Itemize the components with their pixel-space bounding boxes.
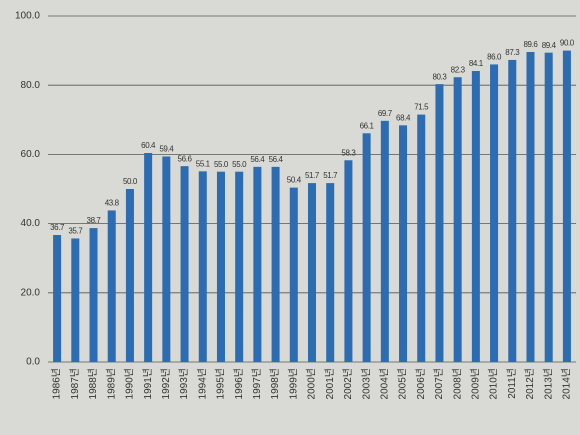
value-label: 58.3 bbox=[341, 148, 356, 157]
value-label: 80.3 bbox=[432, 72, 447, 81]
bar bbox=[544, 52, 553, 363]
bar bbox=[490, 64, 499, 362]
bar bbox=[326, 183, 335, 362]
bar bbox=[362, 133, 371, 362]
bar bbox=[526, 51, 535, 362]
bar bbox=[471, 71, 480, 362]
value-label: 50.4 bbox=[287, 176, 302, 185]
value-label: 55.0 bbox=[214, 160, 229, 169]
bar bbox=[380, 120, 389, 362]
x-tick-label: 2010년 bbox=[488, 368, 500, 399]
x-tick-label: 1998년 bbox=[269, 368, 281, 399]
x-tick-label: 2012년 bbox=[524, 368, 536, 399]
value-label: 43.8 bbox=[105, 199, 120, 208]
value-label: 66.1 bbox=[360, 121, 375, 130]
value-label: 71.5 bbox=[414, 103, 429, 112]
x-tick-label: 2002년 bbox=[342, 368, 354, 399]
y-tick-label: 40.0 bbox=[21, 218, 41, 229]
x-tick-label: 2013년 bbox=[542, 368, 554, 399]
x-tick-label: 1986년 bbox=[51, 368, 63, 399]
bar bbox=[508, 59, 517, 362]
x-tick-label: 1993년 bbox=[178, 368, 190, 399]
value-label: 36.7 bbox=[50, 223, 65, 232]
bar bbox=[307, 183, 317, 362]
bar bbox=[144, 153, 153, 362]
bar bbox=[453, 77, 462, 362]
bar bbox=[253, 166, 262, 362]
x-tick-label: 1996년 bbox=[233, 368, 245, 399]
x-tick-label: 2014년 bbox=[561, 368, 573, 399]
x-tick-label: 2003년 bbox=[360, 368, 372, 399]
x-tick-label: 2007년 bbox=[433, 368, 445, 399]
x-tick-label: 2008년 bbox=[451, 368, 463, 399]
x-tick-label: 2009년 bbox=[470, 368, 482, 399]
x-tick-label: 1994년 bbox=[196, 368, 208, 399]
x-tick-label: 1989년 bbox=[105, 368, 117, 399]
value-label: 56.6 bbox=[178, 154, 193, 163]
value-label: 82.3 bbox=[451, 65, 466, 74]
bar bbox=[344, 160, 353, 362]
value-label: 55.1 bbox=[196, 159, 211, 168]
x-tick-label: 1988년 bbox=[87, 368, 99, 399]
x-tick-label: 2000년 bbox=[306, 368, 318, 399]
bar bbox=[198, 171, 207, 362]
value-label: 51.7 bbox=[305, 171, 320, 180]
value-label: 90.0 bbox=[560, 39, 575, 48]
y-tick-label: 20.0 bbox=[21, 287, 41, 298]
x-tick-label: 1992년 bbox=[160, 368, 172, 399]
bar bbox=[162, 156, 171, 362]
value-label: 89.6 bbox=[523, 40, 538, 49]
x-tick-label: 1995년 bbox=[215, 368, 227, 399]
value-label: 51.7 bbox=[323, 171, 338, 180]
x-tick-label: 1987년 bbox=[69, 368, 81, 399]
value-label: 69.7 bbox=[378, 109, 393, 118]
x-tick-label: 2001년 bbox=[324, 368, 336, 399]
value-label: 50.0 bbox=[123, 177, 138, 186]
x-tick-label: 1997년 bbox=[251, 368, 263, 399]
bar bbox=[216, 171, 225, 362]
value-label: 60.4 bbox=[141, 141, 156, 150]
x-tick-label: 2005년 bbox=[397, 368, 409, 399]
x-tick-label: 2004년 bbox=[378, 368, 390, 399]
value-label: 87.3 bbox=[505, 48, 520, 57]
bar bbox=[107, 210, 116, 362]
x-tick-label: 2011년 bbox=[506, 368, 518, 399]
bar bbox=[289, 187, 298, 362]
value-label: 38.7 bbox=[87, 216, 102, 225]
y-tick-label: 0.0 bbox=[26, 357, 40, 368]
bar bbox=[271, 166, 280, 362]
bar bbox=[399, 125, 408, 362]
bar bbox=[89, 228, 98, 362]
value-label: 35.7 bbox=[68, 227, 83, 236]
value-label: 56.4 bbox=[250, 155, 265, 164]
bar bbox=[53, 235, 62, 362]
value-label: 55.0 bbox=[232, 160, 247, 169]
bar bbox=[562, 50, 571, 362]
bar bbox=[125, 189, 134, 362]
y-tick-label: 100.0 bbox=[15, 11, 40, 22]
x-tick-label: 1991년 bbox=[142, 368, 154, 399]
x-tick-label: 2006년 bbox=[415, 368, 427, 399]
x-tick-label: 1990년 bbox=[124, 368, 136, 399]
value-label: 89.4 bbox=[542, 41, 557, 50]
bar bbox=[435, 84, 444, 363]
value-label: 86.0 bbox=[487, 53, 502, 62]
y-tick-label: 80.0 bbox=[21, 80, 41, 91]
bar bbox=[71, 238, 80, 362]
value-label: 68.4 bbox=[396, 113, 411, 122]
value-label: 59.4 bbox=[159, 145, 174, 154]
bar bbox=[235, 171, 244, 362]
value-label: 56.4 bbox=[269, 155, 284, 164]
bar bbox=[180, 166, 189, 362]
bar bbox=[417, 114, 426, 362]
value-label: 84.1 bbox=[469, 59, 484, 68]
y-tick-label: 60.0 bbox=[21, 149, 41, 160]
x-tick-label: 1999년 bbox=[287, 368, 299, 399]
